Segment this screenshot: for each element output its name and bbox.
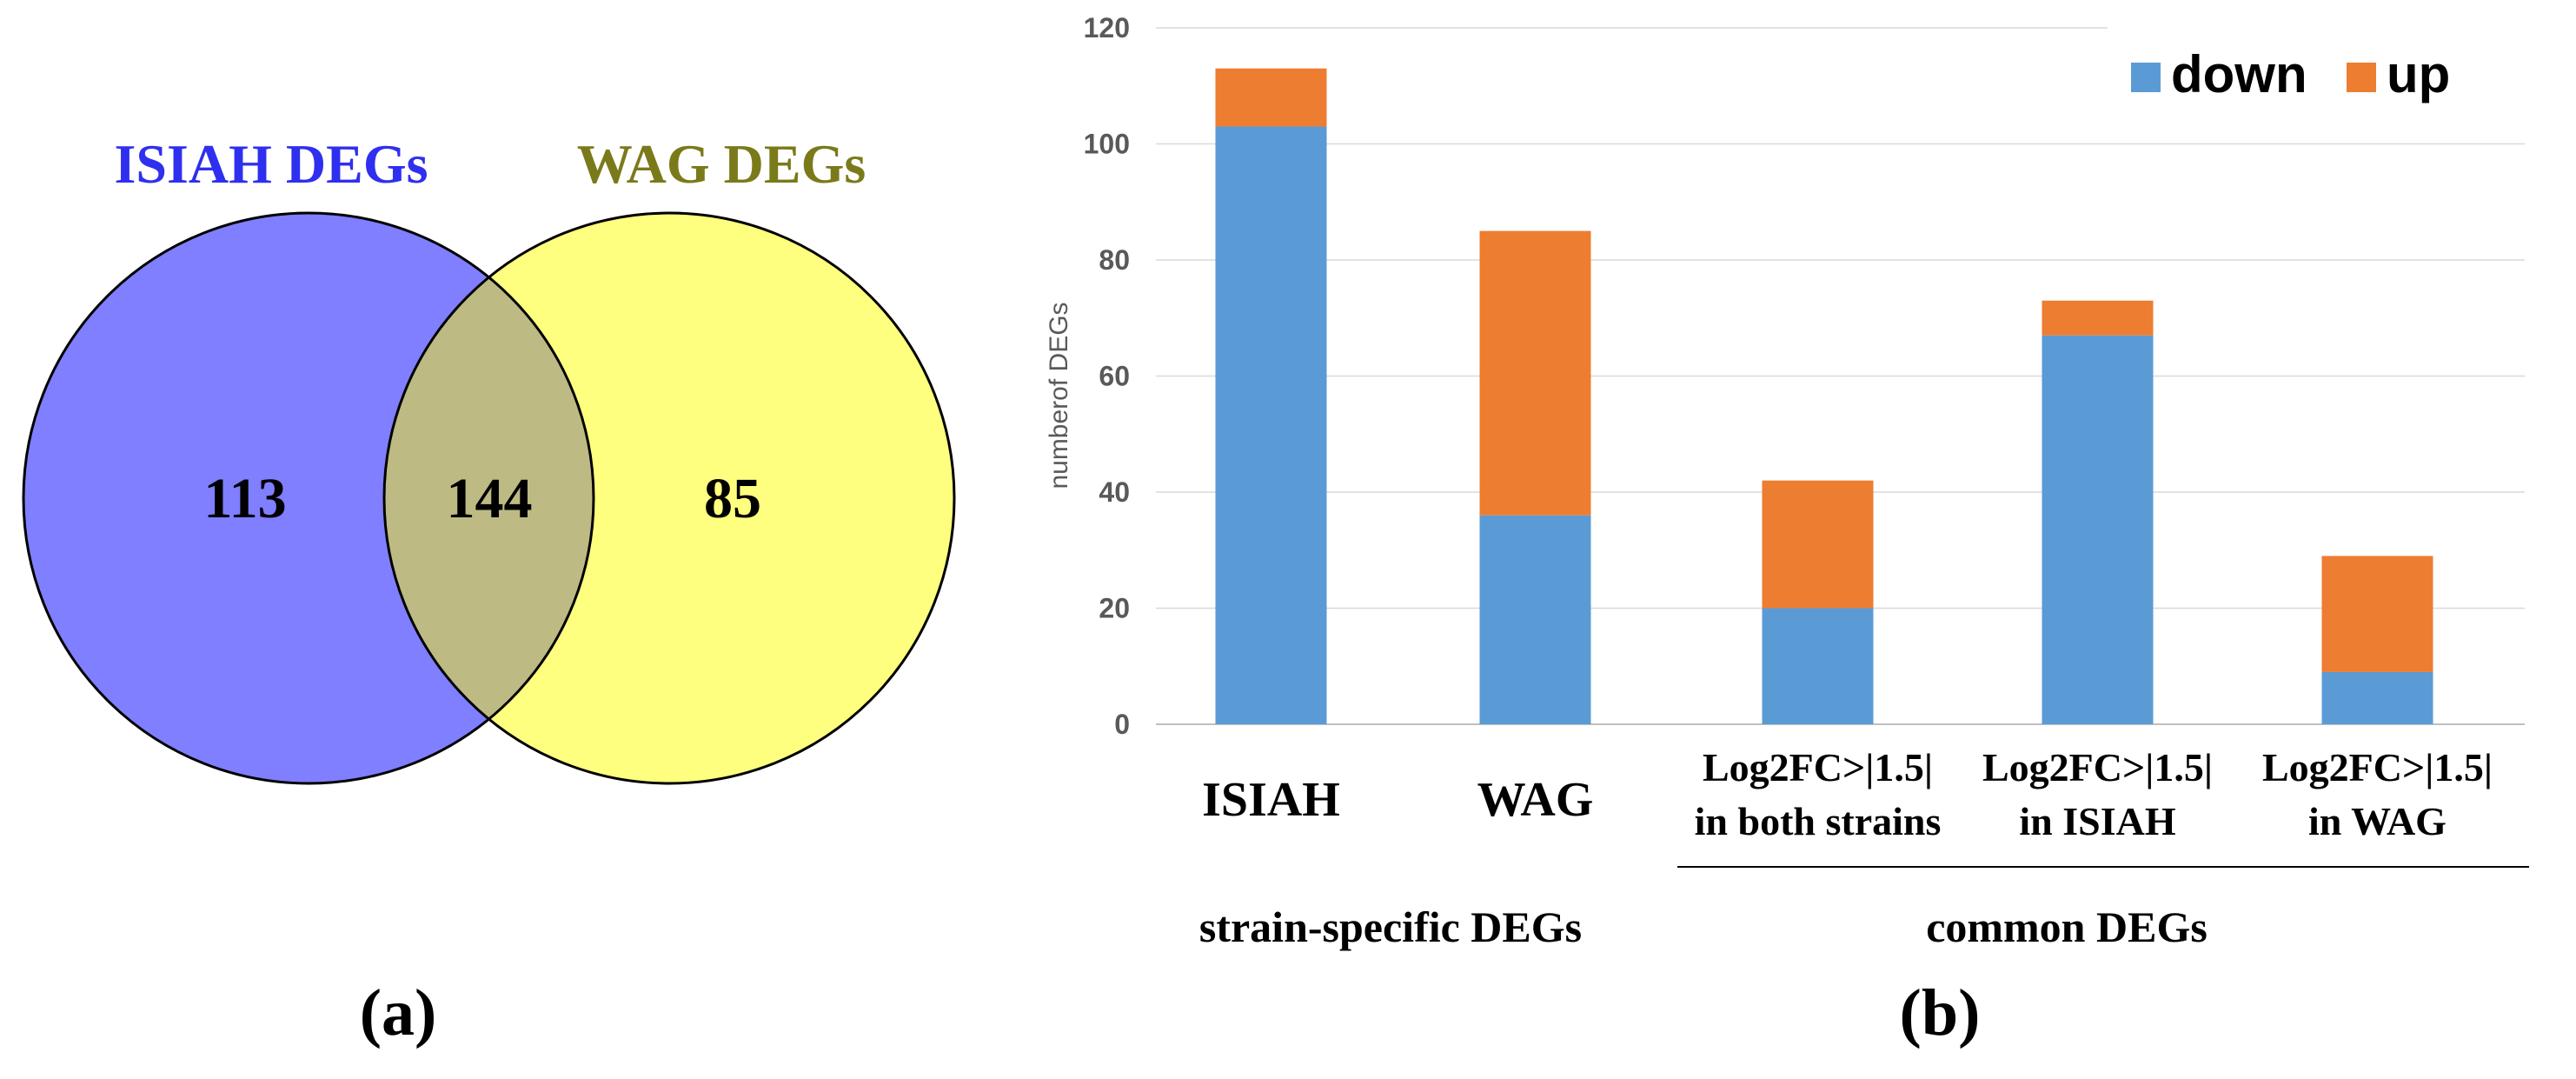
y-tick-label-120: 120 (1084, 12, 1130, 43)
bar-up-0 (1215, 68, 1327, 127)
chart-legend: down up (2108, 21, 2525, 125)
bar-down-2 (1762, 608, 1874, 724)
venn-circle-wag-outline (382, 211, 956, 785)
y-tick-labels: 0 20 40 60 80 100 120 (1084, 12, 1130, 740)
legend-label-up: up (2387, 45, 2450, 103)
stacked-bar-chart: 0 20 40 60 80 100 120 ISIAH WAG Log2FC>|1.5| in b… (1045, 12, 2529, 1049)
venn-overlap-region (384, 213, 594, 783)
x-tick-label-4-line-0: Log2FC>|1.5| (2262, 745, 2493, 789)
venn-label-wag: WAG DEGs (577, 133, 866, 195)
y-tick-label-40: 40 (1099, 476, 1130, 508)
bar-down-4 (2321, 671, 2433, 724)
panel-label-b: (b) (1900, 976, 1981, 1049)
y-axis-label: numberof DEGs (1045, 302, 1073, 489)
legend-swatch-down (2131, 63, 2161, 92)
bar-down-1 (1479, 515, 1591, 724)
x-tick-label-2-line-1: in both strains (1695, 799, 1942, 843)
venn-diagram: ISIAH DEGs WAG DEGs 113 144 85 (a) (22, 133, 956, 1049)
x-tick-label-0: ISIAH (1202, 773, 1340, 827)
venn-count-overlap: 144 (447, 467, 533, 530)
venn-count-isiah-only: 113 (203, 467, 286, 530)
group-label-strain-specific: strain-specific DEGs (1199, 902, 1582, 951)
legend-background (2108, 21, 2525, 125)
bar-down-3 (2042, 335, 2154, 724)
x-tick-label-3-line-0: Log2FC>|1.5| (1982, 745, 2213, 789)
y-tick-label-20: 20 (1099, 593, 1130, 624)
venn-count-wag-only: 85 (704, 467, 761, 530)
venn-label-isiah: ISIAH DEGs (115, 133, 428, 195)
y-tick-label-80: 80 (1099, 244, 1130, 276)
x-tick-label-2-line-0: Log2FC>|1.5| (1703, 745, 1933, 789)
x-tick-label-1: WAG (1477, 773, 1594, 827)
bar-up-3 (2042, 300, 2154, 336)
panel-label-a: (a) (360, 976, 437, 1049)
bar-up-4 (2321, 556, 2433, 672)
group-label-common: common DEGs (1926, 902, 2208, 951)
y-tick-label-0: 0 (1114, 709, 1130, 740)
y-tick-label-60: 60 (1099, 361, 1130, 392)
bar-down-0 (1215, 126, 1327, 725)
legend-swatch-up (2347, 63, 2376, 92)
x-tick-label-4-line-1: in WAG (2308, 799, 2447, 843)
x-tick-labels: ISIAH WAG Log2FC>|1.5| in both strains Log2F… (1202, 745, 2493, 843)
bar-up-2 (1762, 480, 1874, 609)
legend-label-down: down (2171, 45, 2307, 103)
bar-up-1 (1479, 230, 1591, 516)
y-tick-label-100: 100 (1084, 129, 1130, 160)
bars (1215, 68, 2433, 725)
x-tick-label-3-line-1: in ISIAH (2019, 799, 2175, 843)
venn-circle-isiah-outline (22, 211, 595, 785)
